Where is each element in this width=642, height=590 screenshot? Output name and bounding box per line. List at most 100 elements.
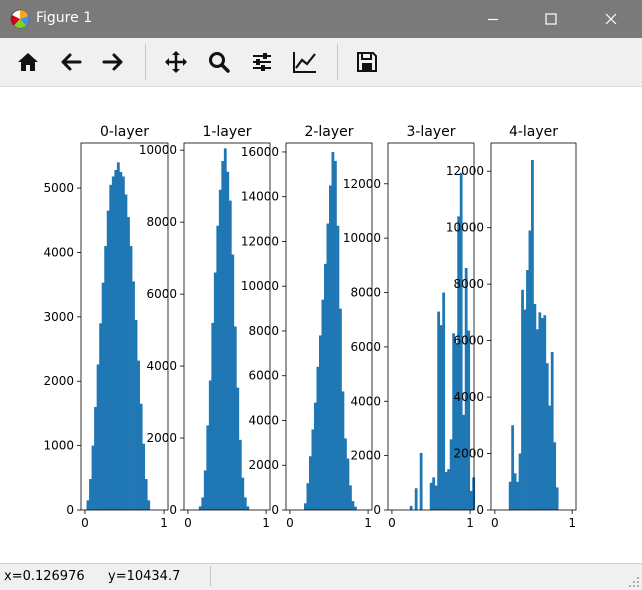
histogram-bar: [442, 292, 446, 510]
minimize-button[interactable]: [470, 0, 516, 38]
sliders-icon: [253, 53, 271, 71]
histogram-bar: [533, 303, 537, 510]
histogram-bar: [211, 322, 215, 510]
histogram-bar: [129, 246, 133, 510]
histogram-bar: [511, 425, 515, 510]
histogram-bar: [231, 254, 235, 510]
y-tick-label: 2000: [248, 458, 279, 472]
axes-frame: [387, 142, 475, 511]
y-tick-label: 4000: [43, 245, 74, 259]
histogram-bar: [226, 171, 230, 510]
y-tick-label: 5000: [43, 181, 74, 195]
histogram-bar: [318, 335, 322, 510]
y-tick-label: 8000: [248, 324, 279, 338]
histogram-bar: [144, 479, 148, 510]
histogram-bar: [127, 217, 130, 511]
histogram-bar: [336, 225, 340, 511]
histogram-bar: [459, 172, 463, 510]
histogram-bar: [238, 439, 242, 510]
forward-button[interactable]: [94, 43, 132, 81]
resize-grip-icon[interactable]: [628, 576, 640, 588]
histogram-bar: [216, 225, 220, 510]
histogram-bar: [241, 477, 245, 510]
histogram-bar: [116, 162, 120, 510]
histogram-bar: [555, 487, 559, 510]
histogram-bar: [96, 364, 100, 510]
close-button[interactable]: [588, 0, 634, 38]
histogram-bar: [447, 469, 451, 510]
x-tick-label: 1: [466, 516, 474, 530]
histogram-bar: [236, 387, 240, 510]
histogram-bar: [89, 479, 92, 510]
histogram-bar: [548, 405, 552, 510]
status-bar: x=0.126976 y=10434.7: [0, 563, 642, 590]
y-tick-label: 4000: [146, 359, 177, 373]
figure-canvas[interactable]: 0-layer 0 1 0 1000 2000 3000 4000 5000 1-layer 0 1 0…: [0, 87, 642, 563]
histogram-bar: [346, 458, 350, 510]
status-y-coordinate: y=10434.7: [108, 569, 181, 584]
histogram-bar: [114, 170, 118, 510]
y-tick-label: 10000: [343, 231, 381, 245]
histogram-bar: [523, 309, 527, 510]
maximize-button[interactable]: [528, 0, 574, 38]
histogram-bar: [111, 176, 115, 510]
x-tick-label: 0: [491, 516, 499, 530]
histogram-bar: [308, 456, 312, 510]
subplot-0: 0-layer 0 1 0 1000 2000 3000 4000 5000: [43, 124, 169, 530]
histogram-bar: [462, 414, 466, 510]
subplot-title: 3-layer: [406, 124, 455, 140]
histogram-bar: [334, 160, 337, 510]
histogram-bar: [531, 159, 534, 510]
x-tick-label: 0: [184, 516, 192, 530]
y-tick-label: 6000: [248, 369, 279, 383]
histogram-bar: [134, 320, 138, 510]
histogram-bar: [203, 470, 207, 510]
x-tick-label: 1: [160, 516, 168, 530]
configure-subplots-button[interactable]: [243, 43, 281, 81]
x-tick-label: 0: [286, 516, 294, 530]
histogram-bar: [233, 326, 237, 510]
edit-axis-button[interactable]: [286, 43, 324, 81]
y-tick-label: 14000: [241, 190, 279, 204]
histogram-bar: [449, 439, 453, 510]
histogram-bar: [316, 366, 320, 510]
histogram-bar: [521, 289, 524, 510]
home-button[interactable]: [9, 43, 47, 81]
histogram-bar: [538, 312, 542, 510]
histogram-bar: [94, 406, 97, 510]
floppy-icon: [357, 52, 377, 72]
y-tick-label: 2000: [350, 449, 381, 463]
histogram-bar: [306, 483, 310, 510]
y-tick-label: 1000: [43, 439, 74, 453]
y-tick-label: 2000: [146, 431, 177, 445]
minimize-icon: [488, 18, 498, 21]
histogram-bar: [434, 485, 438, 510]
line-chart-icon: [293, 52, 316, 73]
histogram-bar: [545, 363, 549, 510]
save-button[interactable]: [348, 43, 386, 81]
histogram-bar: [469, 490, 473, 510]
histogram-bar: [206, 425, 210, 510]
histogram-bar: [228, 200, 232, 510]
x-tick-label: 0: [81, 516, 89, 530]
pan-button[interactable]: [157, 43, 195, 81]
histogram-bar: [223, 148, 227, 510]
histogram-bar: [137, 360, 140, 510]
histogram-bar: [101, 282, 105, 510]
toolbar-separator: [145, 44, 146, 80]
histogram-bar: [329, 185, 332, 510]
histogram-bar: [528, 230, 532, 510]
y-tick-label: 0: [66, 503, 74, 517]
histogram-bar: [311, 429, 315, 510]
zoom-button[interactable]: [200, 43, 238, 81]
subplot-title: 1-layer: [202, 124, 251, 140]
histogram-bar: [198, 506, 202, 510]
histogram-bar: [246, 506, 250, 510]
y-tick-label: 4000: [350, 394, 381, 408]
histogram-bar: [132, 281, 135, 510]
histogram-bar: [432, 477, 436, 510]
back-button[interactable]: [52, 43, 90, 81]
